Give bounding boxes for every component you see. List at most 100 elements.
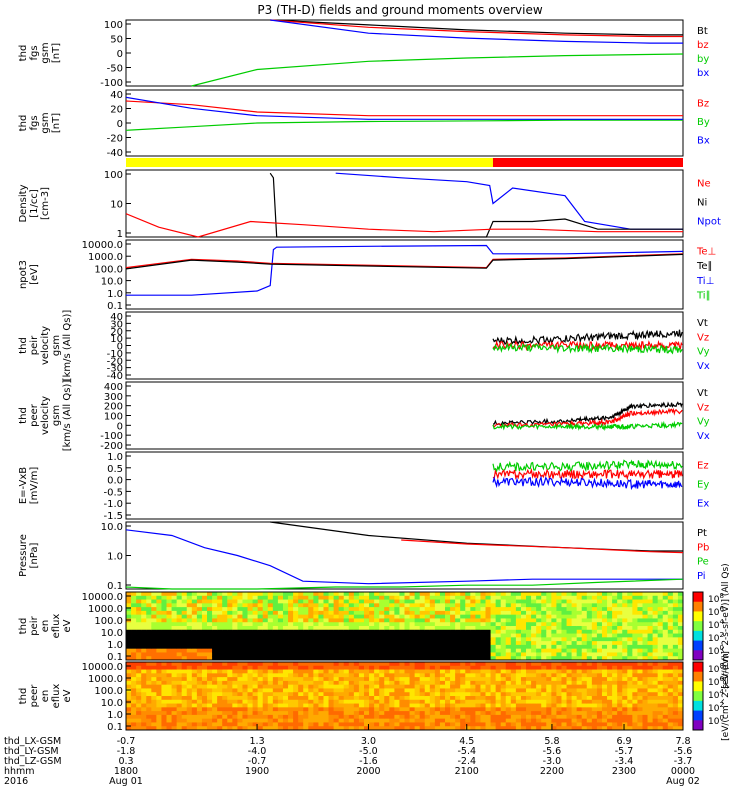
spectrogram-cell — [348, 688, 355, 693]
spectrogram-cell — [546, 595, 552, 600]
spectrogram-cell — [495, 592, 502, 597]
spectrogram-cell — [475, 603, 481, 608]
spectrogram-cell — [171, 610, 178, 616]
spectrogram-cell — [647, 641, 654, 646]
spectrogram-cell — [201, 684, 208, 689]
spectrogram-cell — [485, 656, 491, 661]
spectrogram-cell — [455, 688, 461, 693]
spectrogram-cell — [439, 595, 446, 600]
spectrogram-cell — [277, 599, 284, 604]
spectrogram-cell — [627, 673, 633, 678]
spectrogram-cell — [632, 652, 638, 657]
spectrogram-cell — [288, 629, 294, 634]
spectrogram-cell — [384, 610, 390, 616]
spectrogram-cell — [262, 644, 269, 650]
spectrogram-cell — [556, 610, 562, 616]
spectrogram-cell — [257, 614, 264, 619]
spectrogram-cell — [581, 714, 588, 720]
spectrogram-cell — [470, 711, 476, 716]
spectrogram-cell — [186, 714, 193, 720]
spectrogram-cell — [369, 714, 375, 720]
spectrogram-cell — [404, 707, 410, 712]
spectrogram-cell — [126, 677, 132, 682]
x-axis-value: 4.5 — [459, 736, 474, 747]
spectrogram-cell — [551, 626, 557, 631]
spectrogram-cell — [318, 665, 324, 670]
spectrogram-cell — [257, 633, 264, 638]
spectrogram-cell — [546, 673, 552, 678]
spectrogram-cell — [272, 603, 279, 608]
spectrogram-cell — [450, 714, 456, 720]
spectrogram-cell — [556, 656, 562, 661]
spectrogram-cell — [369, 614, 375, 619]
spectrogram-cell — [652, 718, 659, 723]
spectrogram-cell — [136, 673, 142, 678]
spectrogram-cell — [227, 626, 233, 631]
legend-entry: Vz — [697, 402, 709, 413]
spectrogram-cell — [363, 626, 370, 631]
spectrogram-cell — [662, 595, 669, 600]
spectrogram-cell — [222, 603, 228, 608]
spectrogram-cell — [242, 718, 248, 723]
spectrogram-cell — [637, 592, 643, 597]
spectrogram-cell — [313, 622, 319, 627]
spectrogram-cell — [546, 656, 552, 661]
spectrogram-cell — [662, 688, 669, 693]
spectrogram-cell — [672, 622, 679, 627]
y-axis-label: gsm — [51, 405, 62, 426]
y-tick-label: -10 — [107, 349, 123, 360]
spectrogram-cell — [232, 696, 238, 701]
spectrogram-cell — [404, 662, 410, 667]
spectrogram-cell — [156, 599, 162, 604]
spectrogram-cell — [434, 656, 441, 661]
spectrogram-cell — [151, 629, 157, 634]
spectrogram-cell — [207, 633, 213, 638]
spectrogram-cell — [556, 680, 562, 686]
spectrogram-cell — [586, 629, 593, 634]
spectrogram-cell — [470, 633, 476, 638]
spectrogram-cell — [171, 648, 178, 653]
colorbar-swatch — [693, 630, 703, 642]
spectrogram-cell — [363, 680, 370, 686]
spectrogram-cell — [394, 711, 400, 716]
spectrogram-cell — [485, 722, 491, 727]
spectrogram-cell — [460, 595, 466, 600]
y-axis-label: [cm-3] — [40, 187, 51, 220]
spectrogram-cell — [450, 699, 456, 704]
spectrogram-cell — [141, 699, 147, 704]
spectrogram-cell — [207, 673, 213, 678]
spectrogram-cell — [612, 684, 618, 689]
spectrogram-cell — [429, 684, 436, 689]
spectrogram-cell — [389, 665, 395, 670]
spectrogram-cell — [252, 707, 259, 712]
spectrogram-cell — [379, 703, 385, 708]
spectrogram-cell — [414, 626, 421, 631]
spectrogram-cell — [328, 614, 335, 619]
spectrogram-cell — [181, 607, 188, 612]
spectrogram-cell — [601, 726, 608, 731]
y-axis-label: thd — [18, 115, 29, 132]
spectrogram-cell — [227, 618, 233, 623]
spectrogram-cell — [591, 592, 598, 597]
spectrogram-cell — [323, 656, 329, 661]
spectrogram-cell — [267, 673, 274, 678]
spectrogram-cell — [379, 652, 385, 657]
spectrogram-cell — [642, 718, 648, 723]
spectrogram-cell — [445, 722, 451, 727]
spectrogram-cell — [450, 665, 456, 670]
spectrogram-cell — [409, 718, 416, 723]
spectrogram-cell — [445, 648, 451, 653]
spectrogram-cell — [161, 696, 167, 701]
spectrogram-cell — [667, 595, 674, 600]
spectrogram-cell — [222, 692, 228, 697]
spectrogram-cell — [247, 673, 253, 678]
spectrogram-cell — [571, 707, 578, 712]
spectrogram-cell — [450, 607, 456, 612]
y-tick-label: 200 — [104, 402, 123, 413]
spectrogram-cell — [576, 599, 583, 604]
spectrogram-cell — [490, 637, 497, 642]
spectrogram-cell — [363, 714, 370, 720]
spectrogram-cell — [455, 614, 461, 619]
spectrogram-cell — [237, 688, 243, 693]
spectrogram-cell — [505, 684, 512, 689]
